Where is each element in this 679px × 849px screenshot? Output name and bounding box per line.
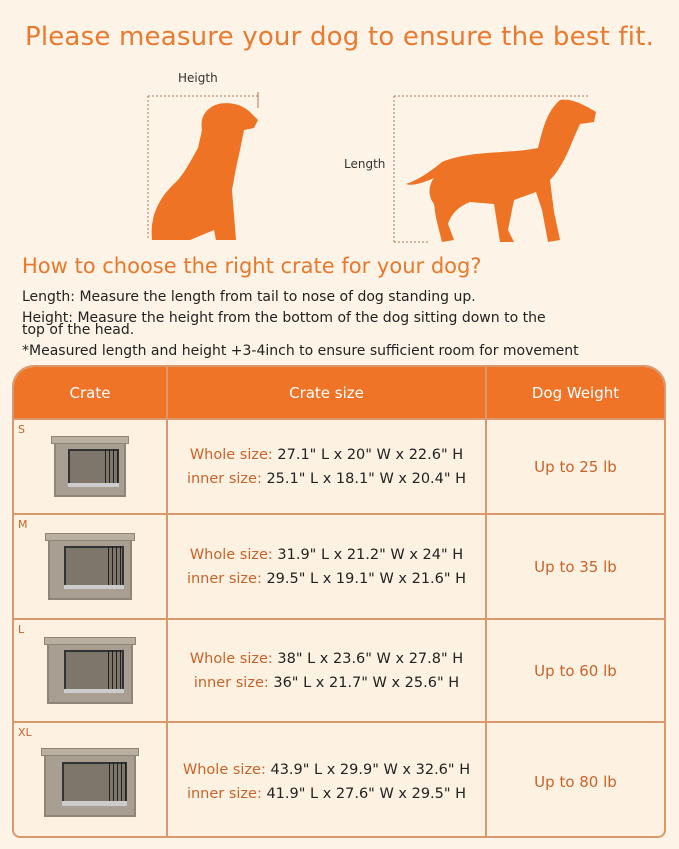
size-label: S (18, 423, 25, 436)
whole-size-label: Whole size: (189, 650, 273, 667)
size-label: M (18, 518, 28, 531)
dog-weight: Up to 35 lb (534, 557, 617, 576)
size-label: XL (18, 726, 32, 739)
table-header: Crate Crate size Dog Weight (14, 367, 664, 419)
sitting-dog-illustration (147, 92, 259, 240)
header-dog-weight: Dog Weight (531, 384, 620, 402)
crate-image (51, 435, 129, 497)
inner-size-label: inner size: (186, 470, 262, 487)
crate-image (44, 636, 136, 704)
height-instruction-line1: Height: Measure the height from the bott… (22, 310, 546, 326)
whole-size-value: 27.1" L x 20" W x 22.6" H (277, 446, 464, 463)
inner-size-value: 41.9" L x 27.6" W x 29.5" H (266, 785, 467, 802)
inner-size-label: inner size: (186, 570, 262, 587)
inner-size-label: inner size: (193, 674, 269, 691)
dog-weight: Up to 80 lb (534, 772, 617, 791)
page-title: Please measure your dog to ensure the be… (24, 22, 655, 52)
inner-size-value: 36" L x 21.7" W x 25.6" H (273, 674, 460, 691)
whole-size-label: Whole size: (189, 446, 273, 463)
header-crate: Crate (14, 367, 168, 419)
inner-size-value: 29.5" L x 19.1" W x 21.6" H (266, 570, 467, 587)
table-row: XL Whole size: 43.9" L x 29.9" W x 32.6"… (14, 721, 664, 836)
section-subtitle: How to choose the right crate for your d… (22, 254, 482, 278)
dog-weight: Up to 60 lb (534, 661, 617, 680)
crate-size-table: Crate Crate size Dog Weight S Whole size… (12, 365, 666, 838)
inner-size-label: inner size: (186, 785, 262, 802)
crate-image (45, 532, 135, 600)
whole-size-value: 43.9" L x 29.9" W x 32.6" H (270, 761, 471, 778)
room-note: *Measured length and height +3-4inch to … (22, 343, 579, 359)
table-row: L Whole size: 38" L x 23.6" W x 27.8" H … (14, 618, 664, 721)
standing-dog-illustration (393, 95, 596, 243)
inner-size-value: 25.1" L x 18.1" W x 20.4" H (266, 470, 467, 487)
dog-weight: Up to 25 lb (534, 457, 617, 476)
height-instruction-line2: top of the head. (22, 322, 135, 338)
size-label: L (18, 623, 25, 636)
whole-size-label: Whole size: (182, 761, 266, 778)
height-label: Heigth (178, 71, 218, 85)
length-label: Length (344, 157, 386, 171)
table-row: S Whole size: 27.1" L x 20" W x 22.6" H … (14, 418, 664, 513)
crate-image (41, 747, 139, 817)
length-instruction: Length: Measure the length from tail to … (22, 289, 476, 305)
whole-size-value: 31.9" L x 21.2" W x 24" H (277, 546, 464, 563)
whole-size-value: 38" L x 23.6" W x 27.8" H (277, 650, 464, 667)
table-row: M Whole size: 31.9" L x 21.2" W x 24" H … (14, 513, 664, 618)
whole-size-label: Whole size: (189, 546, 273, 563)
header-crate-size: Crate size (168, 367, 487, 419)
